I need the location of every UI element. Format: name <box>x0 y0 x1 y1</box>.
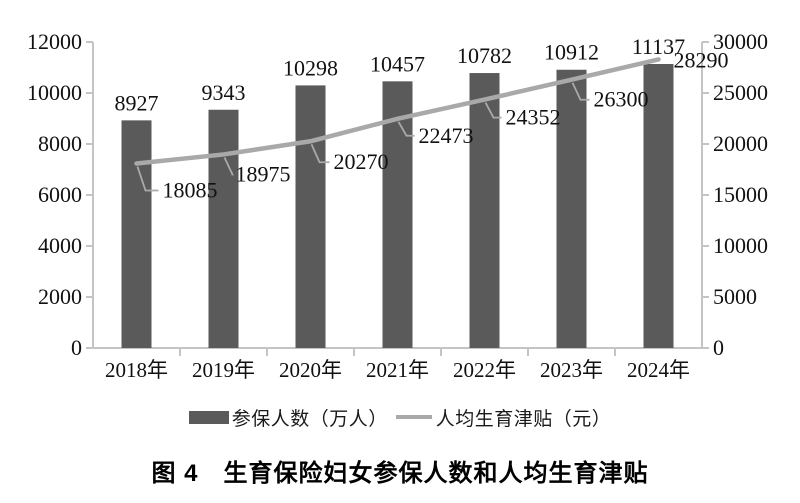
chart-legend: 参保人数（万人） 人均生育津贴（元） <box>0 405 800 430</box>
leader-line <box>136 166 159 192</box>
legend-bar-label: 参保人数（万人） <box>231 408 388 430</box>
right-axis-tick-label: 20000 <box>713 131 768 156</box>
leader-line <box>484 102 502 119</box>
line-series <box>134 57 661 166</box>
bar-2021年 <box>382 81 413 348</box>
bar-2018年 <box>121 120 152 348</box>
right-axis-tick-label: 5000 <box>713 284 757 309</box>
figure-caption: 图 4 生育保险妇女参保人数和人均生育津贴 <box>151 460 649 487</box>
x-axis-label: 2022年 <box>453 358 516 382</box>
bar-2022年 <box>469 73 500 349</box>
bar-2020年 <box>295 85 326 348</box>
line-value-label: 24352 <box>506 105 561 130</box>
bar-value-label: 10912 <box>544 40 599 65</box>
right-axis-tick-label: 0 <box>713 335 724 360</box>
leader-line <box>571 82 590 101</box>
legend-line-swatch <box>395 415 432 419</box>
x-axis-label: 2020年 <box>279 358 342 382</box>
x-axis-label: 2018年 <box>105 358 168 382</box>
left-axis-tick-label: 12000 <box>27 29 82 54</box>
left-axis-tick-label: 8000 <box>38 131 82 156</box>
right-axis-tick-label: 25000 <box>713 80 768 105</box>
bar-2024年 <box>643 64 674 348</box>
bar-value-label: 10457 <box>370 51 425 76</box>
leader-line <box>397 121 415 137</box>
right-axis-tick-label: 30000 <box>713 29 768 54</box>
x-axis-label: 2019年 <box>192 358 255 382</box>
left-axis-tick-label: 4000 <box>38 233 82 258</box>
line-value-label: 22473 <box>419 123 474 148</box>
left-axis-tick-label: 2000 <box>38 284 82 309</box>
bar-value-label: 9343 <box>202 80 246 105</box>
x-axis-label: 2023年 <box>540 358 603 382</box>
bar-value-label: 8927 <box>115 90 159 115</box>
bar-2023年 <box>556 69 587 348</box>
bar-value-label: 10782 <box>457 43 512 68</box>
bar-2019年 <box>208 109 239 348</box>
leader-line <box>223 157 234 176</box>
legend-line-label: 人均生育津贴（元） <box>435 408 612 430</box>
line-value-label: 18975 <box>236 161 291 186</box>
legend-bar-swatch <box>188 410 229 424</box>
left-axis-tick-label: 10000 <box>27 80 82 105</box>
line-value-label: 18085 <box>163 178 218 203</box>
bar-value-label: 11137 <box>632 34 685 59</box>
x-axis-label: 2021年 <box>366 358 429 382</box>
line-value-label: 28290 <box>674 47 729 72</box>
line-value-label: 20270 <box>334 149 389 174</box>
line-value-label: 26300 <box>594 87 649 112</box>
right-axis-tick-label: 15000 <box>713 182 768 207</box>
left-axis-tick-label: 6000 <box>38 182 82 207</box>
chart-canvas: 0 2000 4000 6000 8000 10000 12000 0 5000 10000 150… <box>27 29 768 382</box>
x-axis-label: 2024年 <box>627 358 690 382</box>
left-axis-tick-label: 0 <box>71 335 82 360</box>
bar-value-label: 10298 <box>283 55 338 80</box>
leader-line <box>310 143 330 164</box>
right-axis-tick-label: 10000 <box>713 233 768 258</box>
